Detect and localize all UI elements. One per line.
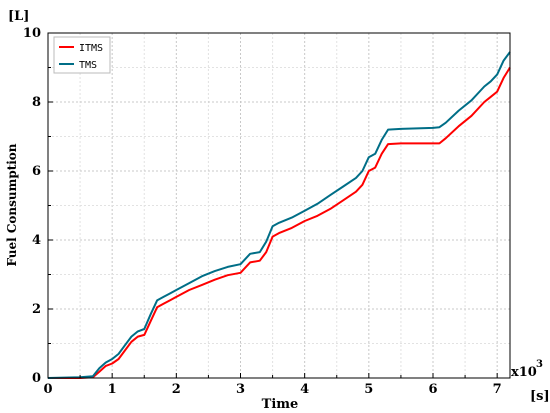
legend: ITMS TMS — [53, 36, 111, 74]
y-axis-label: Fuel Consumption — [5, 143, 19, 266]
x-tick-label: 7 — [493, 382, 502, 397]
grid-lines — [48, 33, 510, 378]
legend-box — [53, 36, 111, 74]
legend-label-itms: ITMS — [79, 43, 103, 54]
x-tick-label: 3 — [236, 382, 245, 397]
axis-ticks: 0 1 2 3 4 5 6 7 0 2 4 6 8 10 — [23, 26, 502, 397]
series-line-tms — [47, 51, 511, 379]
y-tick-label: 8 — [32, 95, 41, 110]
x-tick-label: 1 — [108, 382, 117, 397]
x-axis-label: Time — [262, 397, 299, 412]
y-tick-label: 4 — [32, 233, 41, 248]
x-axis-multiplier: x10 — [511, 365, 537, 380]
x-axis-multiplier-exponent: 3 — [536, 359, 543, 370]
x-tick-label: 0 — [43, 382, 52, 397]
y-axis-unit: [L] — [8, 9, 29, 24]
x-tick-label: 2 — [172, 382, 181, 397]
y-tick-label: 2 — [32, 302, 41, 317]
y-tick-label: 10 — [23, 26, 41, 41]
x-tick-label: 4 — [300, 382, 309, 397]
series-line-itms — [48, 66, 511, 379]
x-tick-label: 6 — [428, 382, 437, 397]
x-axis-unit: [s] — [530, 389, 550, 404]
y-tick-label: 0 — [32, 371, 41, 386]
legend-label-tms: TMS — [79, 60, 97, 71]
y-tick-label: 6 — [32, 164, 41, 179]
series-lines — [47, 51, 511, 379]
x-tick-label: 5 — [364, 382, 373, 397]
